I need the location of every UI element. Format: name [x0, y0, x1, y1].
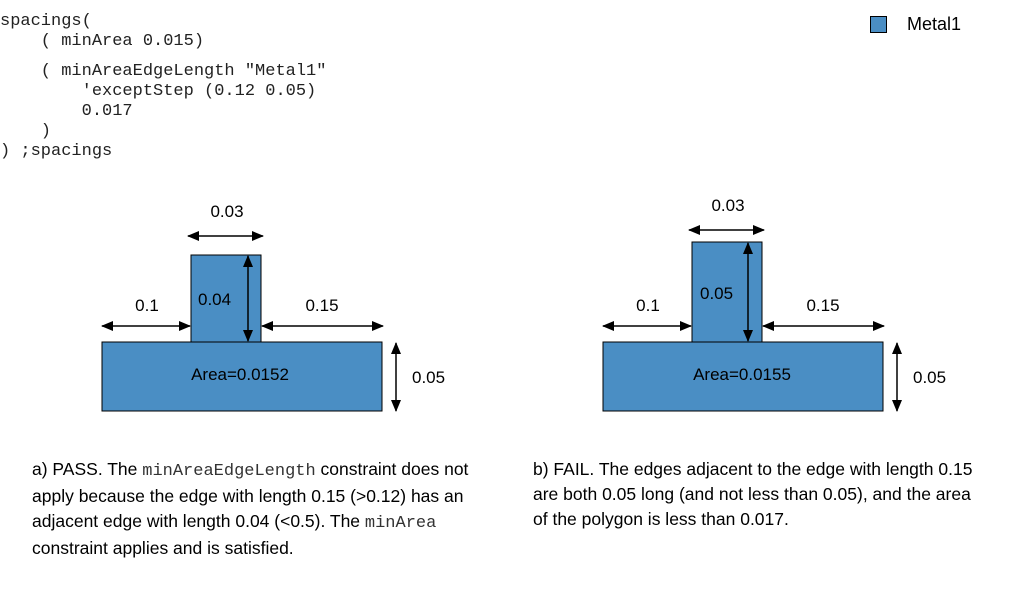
caption-b-text: b) FAIL. The edges adjacent to the edge …: [533, 459, 973, 529]
label-top-width-a: 0.03: [210, 202, 243, 221]
legend-swatch: [870, 16, 887, 33]
label-area-b: Area=0.0155: [693, 365, 791, 384]
caption-a: a) PASS. The minAreaEdgeLength constrain…: [32, 457, 494, 561]
polygon-base-b: [602, 341, 884, 412]
polygon-base-a: [101, 341, 383, 412]
diagram-b: 0.03 0.1 0.05 0.15 0.05 Area=0.0155: [602, 196, 946, 412]
code-line: ( minAreaEdgeLength "Metal1": [0, 62, 327, 81]
legend: Metal1: [870, 14, 961, 35]
caption-a-text: a) PASS. The: [32, 459, 143, 479]
diagram-a: 0.03 0.1 0.04 0.15 0.05 Area=0.0152: [101, 202, 445, 412]
label-area-a: Area=0.0152: [191, 365, 289, 384]
code-line: 0.017: [0, 102, 133, 121]
code-line: ): [0, 122, 52, 141]
label-step-height-a: 0.04: [198, 290, 231, 309]
code-block: spacings( ( minArea 0.015) ( minAreaEdge…: [0, 12, 326, 162]
label-step-height-b: 0.05: [700, 284, 733, 303]
caption-b: b) FAIL. The edges adjacent to the edge …: [533, 457, 988, 532]
label-base-height-a: 0.05: [412, 368, 445, 387]
code-line: ) ;spacings: [0, 142, 113, 161]
label-left-spacing-b: 0.1: [636, 296, 660, 315]
caption-a-code: minAreaEdgeLength: [142, 462, 316, 481]
code-line: 'exceptStep (0.12 0.05): [0, 82, 317, 101]
label-right-spacing-b: 0.15: [806, 296, 839, 315]
caption-a-text: constraint applies and is satisfied.: [32, 538, 294, 558]
code-line: spacings(: [0, 12, 92, 31]
caption-a-code: minArea: [364, 514, 437, 533]
label-right-spacing-a: 0.15: [305, 296, 338, 315]
legend-label: Metal1: [907, 14, 962, 34]
label-base-height-b: 0.05: [913, 368, 946, 387]
label-top-width-b: 0.03: [711, 196, 744, 215]
code-line: ( minArea 0.015): [0, 32, 205, 51]
caption-a-text: constraint does not apply because the ed…: [32, 459, 469, 531]
label-left-spacing-a: 0.1: [135, 296, 159, 315]
